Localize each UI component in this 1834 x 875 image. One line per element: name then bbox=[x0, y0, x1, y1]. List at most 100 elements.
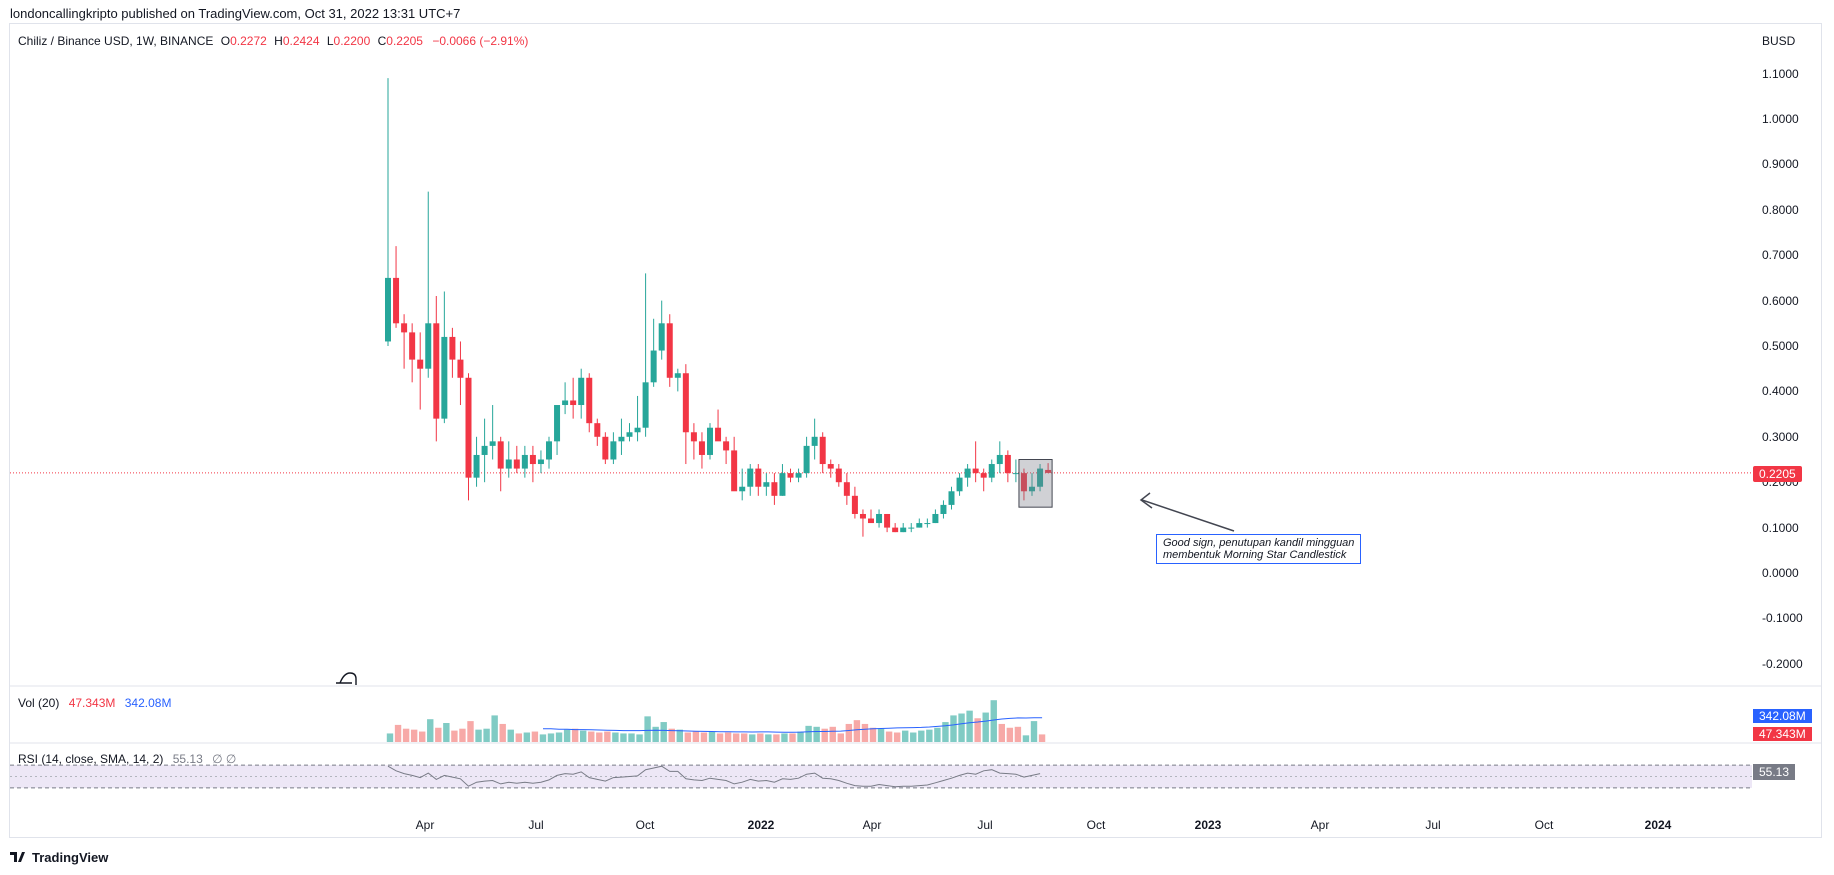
volume-bar bbox=[386, 733, 394, 742]
x-tick-label: Jul bbox=[1425, 818, 1441, 832]
volume-bar bbox=[427, 719, 434, 742]
candle-body bbox=[940, 504, 947, 514]
candle-body bbox=[795, 473, 802, 478]
volume-bar bbox=[459, 728, 466, 742]
y-tick-label: 0.5000 bbox=[1762, 339, 1799, 353]
volume-bar bbox=[539, 734, 547, 742]
candle-body bbox=[835, 468, 842, 483]
rsi-line bbox=[387, 765, 1041, 788]
candle-body bbox=[723, 441, 730, 451]
volume-bar bbox=[724, 732, 732, 742]
volume-bar bbox=[757, 733, 764, 742]
candle-body bbox=[650, 350, 657, 383]
volume-bar bbox=[620, 733, 627, 742]
volume-bar bbox=[966, 710, 973, 742]
candle-body bbox=[546, 441, 552, 460]
candle-body bbox=[731, 450, 738, 492]
currency-label: BUSD bbox=[1762, 34, 1796, 48]
morning-star-highlight-box bbox=[1018, 459, 1053, 508]
y-tick-label: 0.3000 bbox=[1762, 429, 1799, 444]
volume-bar bbox=[805, 725, 812, 742]
volume-bar bbox=[684, 732, 692, 742]
y-tick-label: -0.1000 bbox=[1762, 611, 1803, 626]
candle-body bbox=[876, 513, 883, 524]
candle-body bbox=[634, 427, 641, 433]
rsi-badge: 55.13 bbox=[1753, 764, 1796, 780]
candle-body bbox=[473, 454, 480, 478]
candle-body bbox=[698, 441, 705, 455]
candle-body bbox=[924, 523, 931, 525]
volume-legend: Vol (20) 47.343M 342.08M bbox=[18, 696, 171, 710]
volume-value: 47.343M bbox=[68, 696, 116, 710]
volume-bar bbox=[443, 723, 450, 742]
volume-ma-value: 342.08M bbox=[124, 696, 172, 710]
candle-body bbox=[715, 427, 722, 442]
candle-body bbox=[554, 405, 561, 442]
y-tick-label: 0.1000 bbox=[1762, 520, 1799, 535]
volume-bar bbox=[797, 731, 804, 742]
candle-body bbox=[537, 459, 544, 465]
candle-body bbox=[433, 323, 440, 419]
candle-body bbox=[843, 482, 850, 496]
candle-body bbox=[586, 377, 593, 424]
candle-body bbox=[819, 436, 826, 465]
x-tick-label: Oct bbox=[635, 818, 655, 832]
volume-bar bbox=[580, 730, 587, 742]
dino-icon bbox=[336, 672, 357, 685]
tradingview-brand[interactable]: TradingView bbox=[10, 850, 108, 865]
candle-body bbox=[385, 277, 391, 342]
annotation-line-2: membentuk Morning Star Candlestick bbox=[1163, 549, 1347, 561]
x-tick-label: 2022 bbox=[747, 818, 775, 832]
candle-body bbox=[497, 441, 504, 469]
volume-bar bbox=[491, 715, 498, 742]
candle-body bbox=[562, 400, 569, 406]
volume-bar bbox=[741, 733, 748, 742]
volume-bar bbox=[813, 726, 820, 742]
y-tick-label: 0.7000 bbox=[1762, 248, 1799, 263]
volume-bar bbox=[749, 734, 756, 742]
candle-body bbox=[956, 477, 963, 492]
candle-body bbox=[972, 468, 979, 474]
candle-body bbox=[1045, 469, 1052, 473]
annotation-note[interactable]: Good sign, penutupan kandil mingguan mem… bbox=[1156, 534, 1362, 564]
volume-bar bbox=[821, 728, 828, 742]
candle-body bbox=[755, 468, 762, 487]
volume-bar bbox=[861, 723, 869, 742]
candle-body bbox=[449, 336, 456, 360]
chart-frame bbox=[9, 23, 1822, 838]
volume-bar bbox=[467, 721, 474, 742]
volume-bar bbox=[732, 733, 740, 742]
volume-bar bbox=[394, 724, 402, 742]
candle-body bbox=[1029, 486, 1035, 492]
volume-bar bbox=[435, 727, 442, 742]
candle-body bbox=[859, 513, 866, 519]
volume-bar bbox=[990, 700, 997, 742]
candle-body bbox=[851, 495, 858, 514]
volume-value-badge: 47.343M bbox=[1753, 727, 1812, 741]
volume-bar bbox=[1030, 721, 1038, 742]
volume-bar bbox=[910, 732, 917, 742]
volume-bar bbox=[1022, 735, 1030, 742]
low-value: 0.2200 bbox=[333, 34, 371, 48]
volume-bar bbox=[499, 723, 506, 742]
y-tick-label: 0.9000 bbox=[1762, 157, 1799, 172]
volume-bar bbox=[942, 722, 949, 742]
volume-bar bbox=[877, 728, 885, 742]
candle-body bbox=[739, 486, 746, 492]
candle-body bbox=[610, 441, 617, 460]
volume-bar bbox=[555, 732, 563, 742]
x-tick-label: Jul bbox=[528, 818, 544, 832]
volume-bar bbox=[410, 729, 418, 742]
candle-body bbox=[682, 373, 689, 433]
rsi-legend: RSI (14, close, SMA, 14, 2) 55.13 ∅ ∅ bbox=[18, 752, 236, 766]
volume-bar bbox=[1014, 726, 1022, 742]
open-label: O bbox=[220, 34, 231, 48]
volume-bar bbox=[547, 733, 555, 742]
candle-body bbox=[763, 482, 770, 487]
candle-body bbox=[884, 513, 891, 528]
candle-body bbox=[1037, 468, 1044, 487]
volume-bar bbox=[563, 729, 571, 742]
volume-bar bbox=[853, 720, 861, 742]
candle-body bbox=[892, 527, 899, 533]
